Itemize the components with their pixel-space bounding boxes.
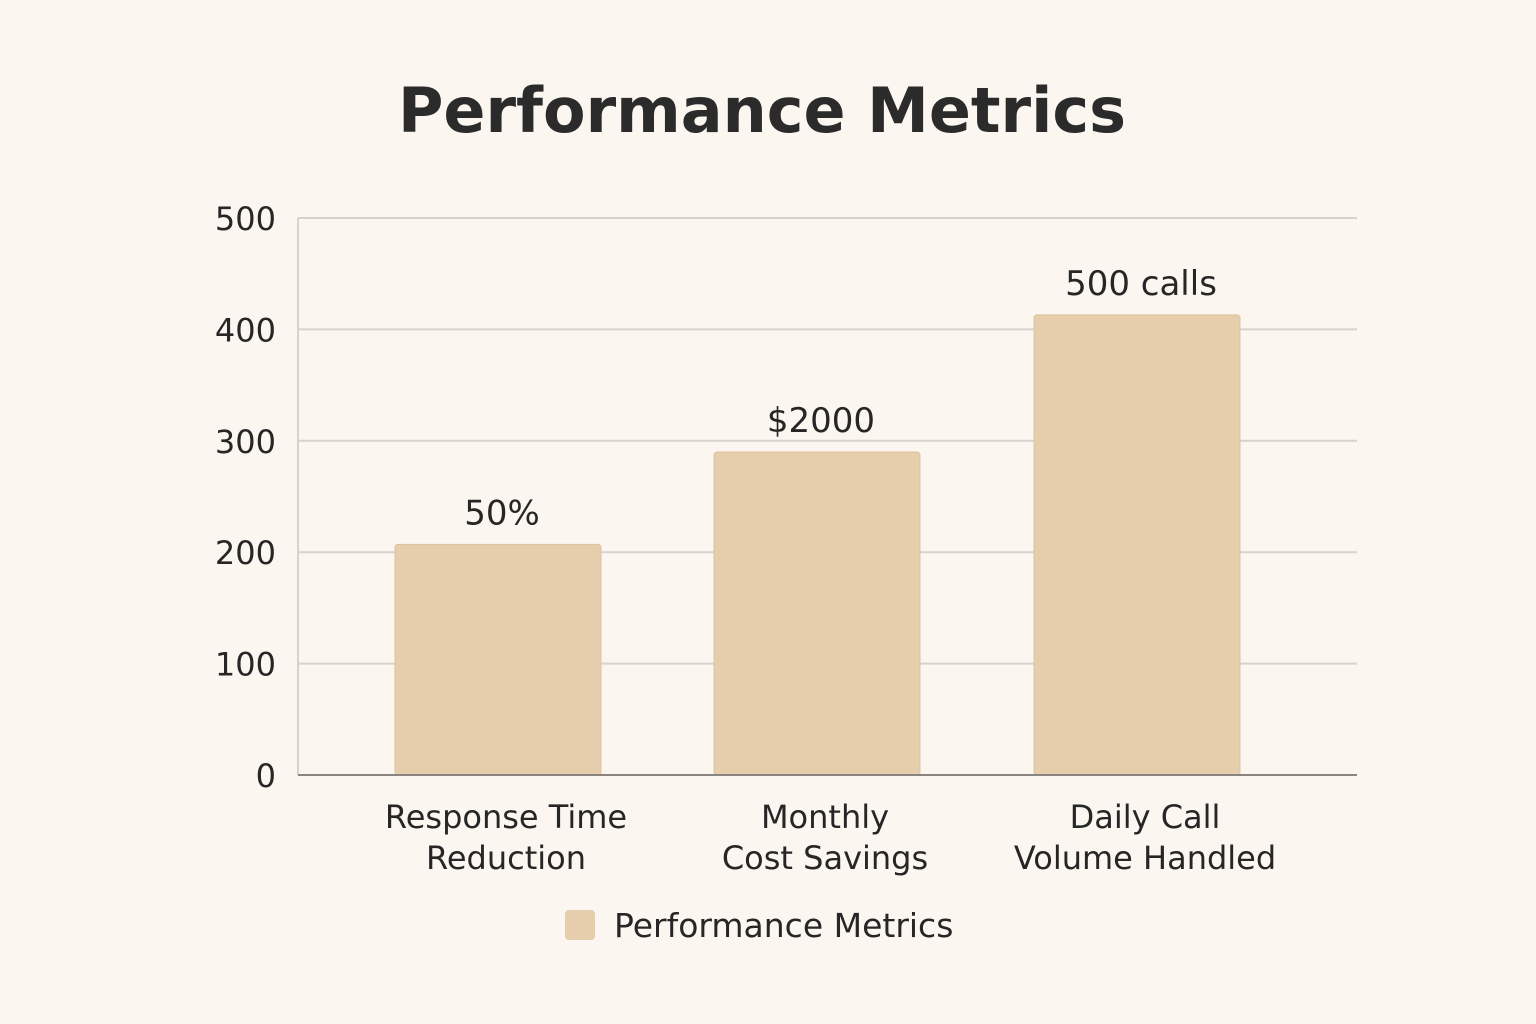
- chart-title: Performance Metrics: [398, 74, 1126, 147]
- y-tick-label: 300: [215, 423, 276, 461]
- category-label-3: Daily Call Volume Handled: [1014, 798, 1276, 877]
- category-label-line: Daily Call: [1070, 798, 1221, 836]
- category-label-line: Reduction: [426, 839, 586, 877]
- category-label-line: Monthly: [761, 798, 889, 836]
- y-tick-label: 400: [215, 311, 276, 349]
- legend-label: Performance Metrics: [614, 906, 953, 945]
- bar-2: [713, 451, 921, 776]
- category-label-line: Volume Handled: [1014, 839, 1276, 877]
- x-axis: [297, 218, 1357, 776]
- category-labels: Response Time Reduction Monthly Cost Saving…: [385, 798, 1276, 877]
- bar-3: [1033, 314, 1241, 776]
- y-axis-ticks: 0 100 200 300 400 500: [215, 200, 276, 795]
- category-label-2: Monthly Cost Savings: [722, 798, 928, 877]
- data-label-3: 500 calls: [1065, 264, 1217, 304]
- y-tick-label: 200: [215, 534, 276, 572]
- bars: [394, 314, 1241, 776]
- y-tick-label: 100: [215, 646, 276, 684]
- data-labels: 50% $2000 500 calls: [464, 264, 1217, 533]
- category-label-line: Cost Savings: [722, 839, 928, 877]
- data-label-2: $2000: [767, 401, 875, 441]
- legend: Performance Metrics: [565, 906, 953, 945]
- category-label-line: Response Time: [385, 798, 627, 836]
- data-label-1: 50%: [464, 493, 540, 533]
- y-tick-label: 0: [256, 757, 276, 795]
- y-tick-label: 500: [215, 200, 276, 238]
- category-label-1: Response Time Reduction: [385, 798, 627, 877]
- legend-swatch: [565, 910, 595, 940]
- bar-1: [394, 543, 602, 776]
